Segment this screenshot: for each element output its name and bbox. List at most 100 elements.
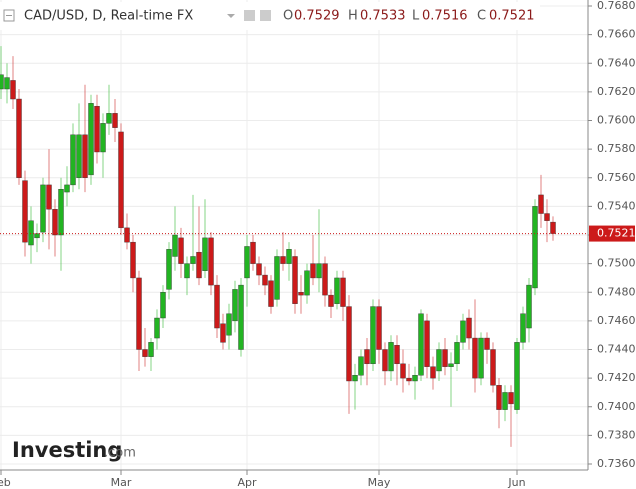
candle-body [442,349,448,367]
candle-body [406,377,412,382]
candle-body [124,227,130,243]
candle-body [328,294,334,307]
x-tick-label: Apr [237,476,257,489]
candle-body [334,277,340,304]
candle-body [460,320,466,343]
collapse-icon [3,9,15,22]
candle-body [0,74,4,90]
candle-body [538,194,544,214]
y-tick-label: 0.7440 [597,343,636,356]
candle-body [412,375,418,382]
candle-body [184,263,190,279]
candle-body [208,237,214,286]
candle-body [520,313,526,343]
candle-body [340,277,346,307]
candle-body [100,123,106,153]
chart-title: CAD/USD, D, Real-time FX [24,9,193,24]
candle-body [286,249,292,264]
candle-body [262,274,268,286]
candle-body [388,342,394,372]
candle-body [454,342,460,365]
candle-body [526,284,532,329]
candle-body [232,289,238,322]
candle-body [448,363,454,367]
candle-body [376,306,382,350]
candle-body [436,349,442,372]
candle-body [430,366,436,379]
candle-body [106,113,112,124]
candle-body [178,237,184,264]
candle-body [550,221,556,234]
y-tick-label: 0.7580 [597,142,636,155]
candle-body [94,105,100,153]
candle-body [382,349,388,372]
candle-body [70,134,76,186]
y-tick-label: 0.7600 [597,114,636,127]
candle-body [358,356,364,376]
candle-body [214,284,220,329]
candle-body [352,375,358,382]
candle-body [34,233,40,239]
y-tick-label: 0.7400 [597,400,636,413]
candle-body [256,263,262,276]
candle-body [130,241,136,279]
candle-body [424,320,430,367]
y-tick-label: 0.7360 [597,457,636,470]
candle-body [274,256,280,300]
candle-body [472,337,478,379]
candle-body [346,306,352,382]
candle-body [304,270,310,296]
candle-body [154,317,160,339]
last-price-label: 0.7521 [597,227,636,240]
ohlc-label: C [477,9,486,24]
candle-body [238,284,244,350]
candle-body [196,251,202,279]
candle-body [364,349,370,365]
candle-body [46,184,52,210]
candle-body [466,317,472,339]
candle-body [4,77,10,90]
candle-body [496,385,502,410]
candle-body [400,363,406,379]
candle-body [370,306,376,365]
ohlc-value: 0.7529 [294,9,340,24]
y-tick-label: 0.7420 [597,371,636,384]
candle-body [10,80,16,100]
x-tick-label: Feb [0,476,11,489]
candle-body [250,241,256,264]
candle-body [172,234,178,257]
candle-body [394,345,400,365]
candle-body [418,313,424,376]
candle-body [202,237,208,271]
candle-body [136,277,142,350]
ohlc-value: 0.7521 [489,9,535,24]
watermark-suffix: .com [104,446,136,461]
y-tick-label: 0.7540 [597,199,636,212]
candle-body [166,249,172,290]
candle-body [160,292,166,319]
candle-body [280,256,286,264]
ohlc-value: 0.7516 [422,9,468,24]
candle-body [190,256,196,264]
x-tick-label: May [368,476,391,489]
ohlc-label: L [412,9,420,24]
y-tick-label: 0.7680 [597,0,636,12]
candle-body [82,134,88,178]
y-tick-label: 0.7500 [597,257,636,270]
candle-body [112,113,118,128]
candle-body [58,188,64,236]
dropdown-icon [227,14,235,18]
y-tick-label: 0.7460 [597,314,636,327]
candle-body [310,263,316,279]
candle-body [40,184,46,233]
y-tick-label: 0.7640 [597,56,636,69]
plot-area [0,0,588,470]
candle-body [64,184,70,193]
y-tick-label: 0.7480 [597,285,636,298]
candle-body [118,131,124,229]
candle-body [292,256,298,304]
candle-body [316,263,322,279]
candle-body [22,180,28,243]
candle-body [88,103,94,176]
